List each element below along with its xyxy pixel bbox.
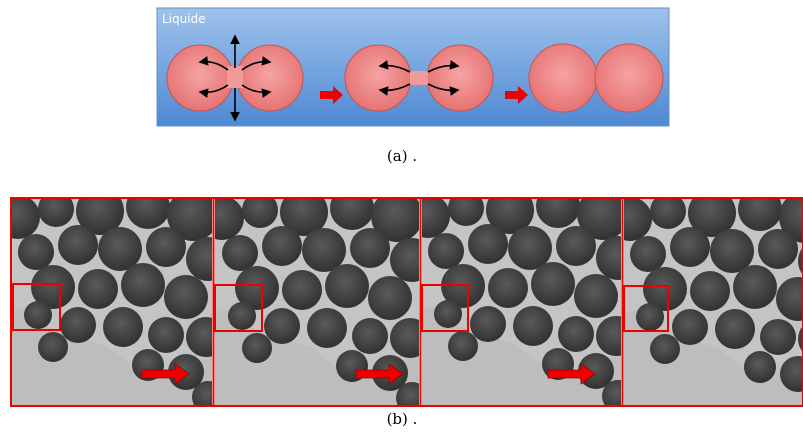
flow-arrows xyxy=(198,34,460,122)
panel-frames xyxy=(10,197,803,407)
micrograph xyxy=(12,199,212,405)
caption: (b) . xyxy=(387,410,418,428)
neck xyxy=(227,66,243,88)
micrograph xyxy=(215,199,419,405)
micrograph xyxy=(422,199,621,405)
step-arrow xyxy=(320,86,343,104)
step-arrow xyxy=(505,86,528,104)
inset-label: Liquide xyxy=(162,12,206,26)
motion-arrows xyxy=(141,363,596,385)
micrograph xyxy=(624,199,803,405)
caption: (a) . xyxy=(387,147,417,165)
neck xyxy=(410,71,428,85)
